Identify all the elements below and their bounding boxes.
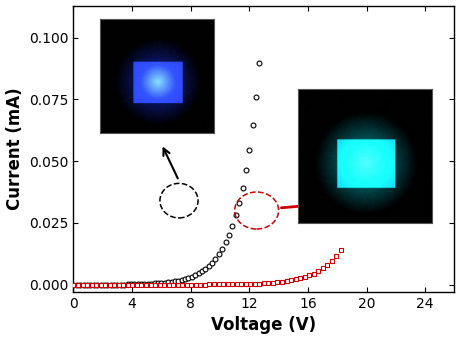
X-axis label: Voltage (V): Voltage (V) [211,317,316,335]
Y-axis label: Current (mA): Current (mA) [6,87,23,210]
